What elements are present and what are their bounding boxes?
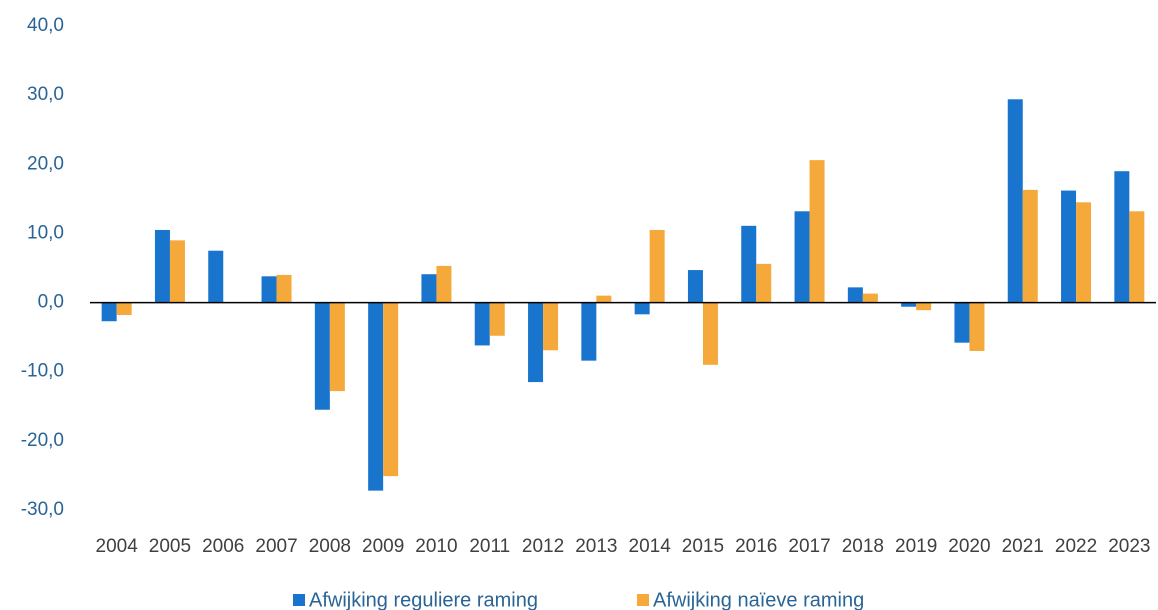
bar (581, 302, 597, 361)
x-tick-label: 2022 (1055, 536, 1097, 557)
x-tick-label: 2004 (96, 536, 139, 557)
y-tick-label: 40,0 (27, 15, 64, 36)
bar (756, 263, 772, 303)
bar (329, 302, 345, 392)
bar (1114, 171, 1130, 303)
bar (489, 302, 505, 336)
x-tick-label: 2015 (682, 536, 724, 557)
y-tick-label: 0,0 (38, 292, 64, 313)
x-tick-label: 2008 (309, 536, 351, 557)
bar (169, 240, 185, 303)
bar (634, 302, 650, 315)
legend-swatch (637, 594, 649, 606)
x-tick-label: 2017 (788, 536, 830, 557)
bar (969, 302, 985, 351)
bar (687, 270, 703, 303)
bar (474, 302, 490, 346)
x-tick-label: 2006 (202, 536, 244, 557)
x-tick-label: 2019 (895, 536, 937, 557)
bar (702, 302, 718, 365)
bar (543, 302, 559, 351)
bar (901, 302, 917, 307)
bar (314, 302, 330, 410)
x-tick-label: 2011 (469, 536, 510, 557)
x-tick-label: 2009 (362, 536, 404, 557)
x-tick-label: 2020 (948, 536, 990, 557)
bar (276, 274, 292, 303)
y-tick-label: -20,0 (21, 430, 64, 451)
bar (154, 229, 170, 303)
legend-swatch (293, 594, 305, 606)
legend-label: Afwijking reguliere raming (309, 589, 538, 610)
bar (101, 302, 117, 322)
bar (1076, 202, 1092, 303)
bar (208, 250, 224, 303)
bar (596, 295, 612, 303)
x-tick-label: 2007 (255, 536, 297, 557)
bar (1129, 211, 1145, 303)
bar (1061, 190, 1077, 303)
x-tick-label: 2023 (1108, 536, 1150, 557)
bar (794, 211, 810, 303)
y-tick-label: 10,0 (27, 222, 64, 243)
bar (1022, 189, 1038, 303)
x-tick-label: 2013 (575, 536, 617, 557)
bar (916, 302, 932, 311)
bar (809, 160, 825, 303)
bar (421, 274, 437, 303)
x-tick-label: 2012 (522, 536, 564, 557)
bar (649, 229, 665, 303)
bar (436, 265, 452, 303)
bar (847, 287, 863, 303)
bar (741, 225, 757, 303)
y-tick-label: -30,0 (21, 499, 64, 520)
x-tick-label: 2005 (149, 536, 191, 557)
bar (954, 302, 970, 343)
bar (528, 302, 544, 383)
x-tick-label: 2016 (735, 536, 777, 557)
legend-label: Afwijking naïeve raming (653, 589, 864, 610)
bar (261, 276, 277, 303)
x-tick-label: 2014 (629, 536, 672, 557)
x-tick-label: 2021 (1002, 536, 1044, 557)
bar (862, 293, 878, 303)
y-tick-label: -10,0 (21, 361, 64, 382)
x-tick-label: 2010 (415, 536, 457, 557)
y-tick-label: 20,0 (27, 153, 64, 174)
bar (383, 302, 399, 477)
y-tick-label: 30,0 (27, 84, 64, 105)
x-tick-label: 2018 (842, 536, 884, 557)
bar (368, 302, 384, 491)
bar (1007, 99, 1023, 303)
bar (116, 302, 132, 316)
